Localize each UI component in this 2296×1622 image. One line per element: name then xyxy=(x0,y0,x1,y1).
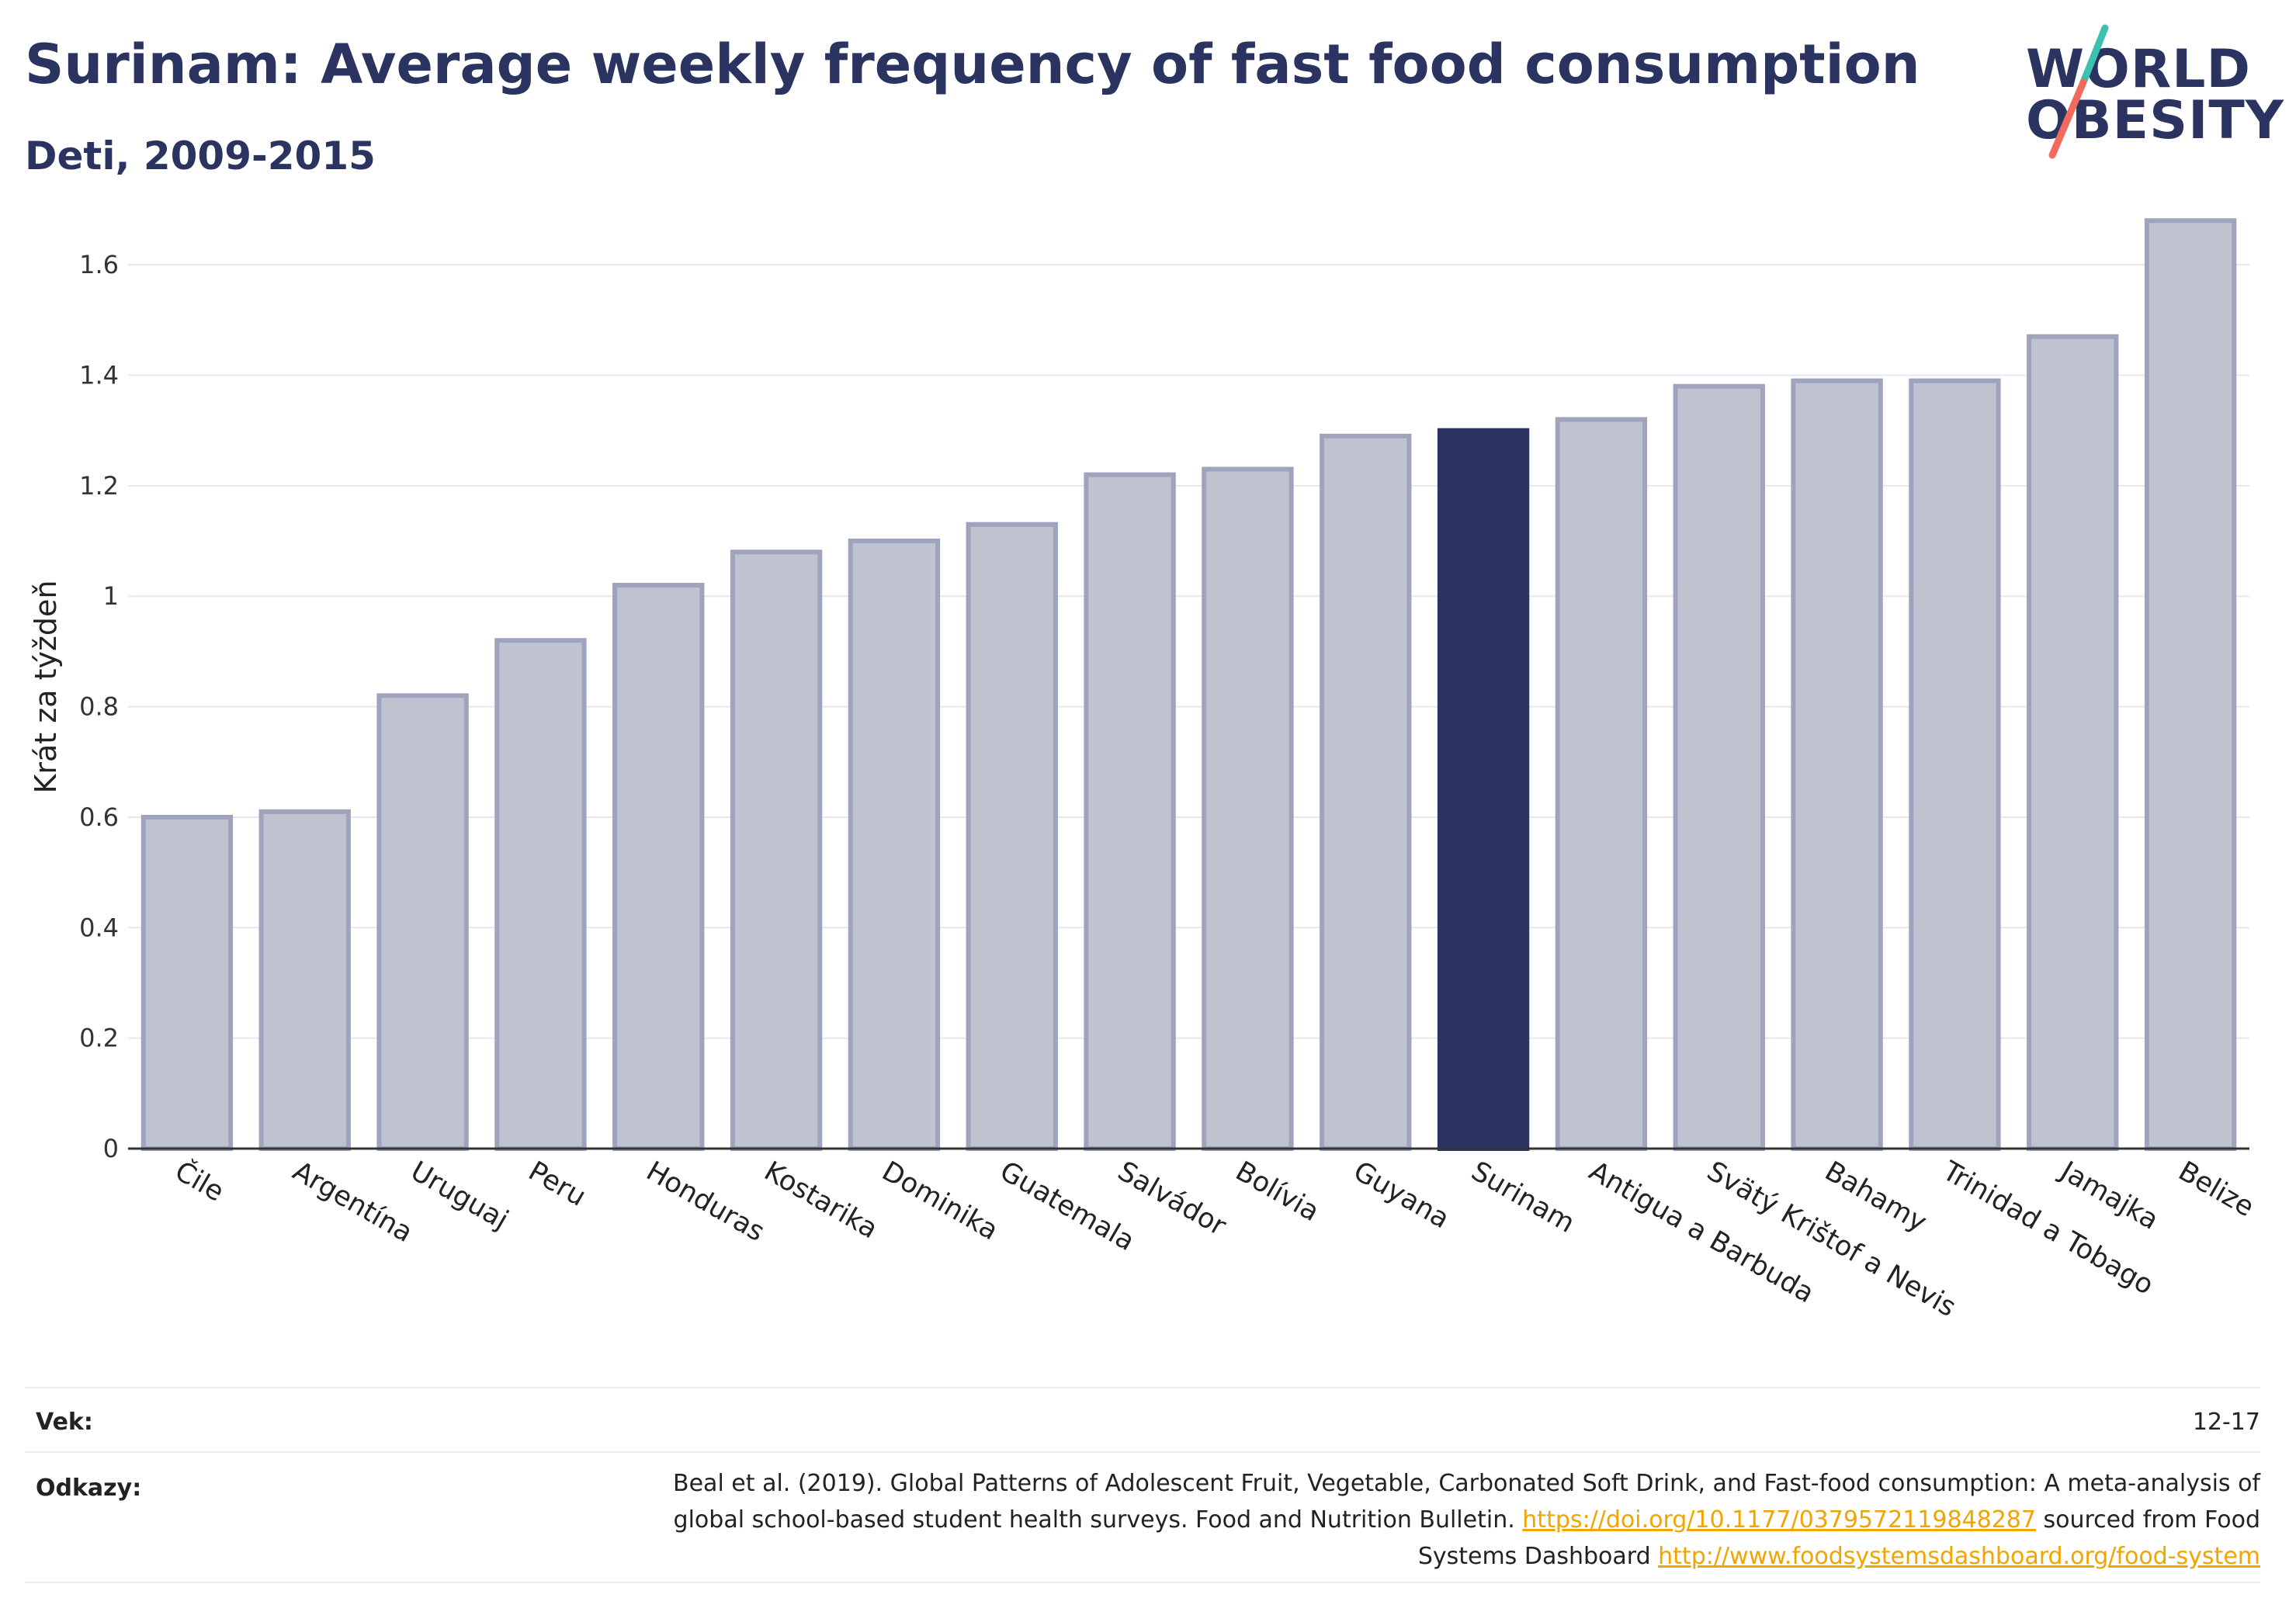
footer-divider xyxy=(25,1451,2260,1453)
bar[interactable] xyxy=(1084,472,1176,1152)
references-label: Odkazy: xyxy=(36,1475,142,1502)
bars xyxy=(140,218,2237,1152)
age-value: 12-17 xyxy=(2192,1409,2260,1436)
bar[interactable] xyxy=(376,693,469,1151)
x-tick-label: Belize xyxy=(2173,1156,2260,1223)
y-tick-label: 1.4 xyxy=(79,361,119,390)
bar[interactable] xyxy=(2144,218,2237,1151)
x-tick-label: Čile xyxy=(169,1154,230,1208)
axes: 0 0.2 0.4 0.6 0.8 1 1.2 1.4 1.6 xyxy=(79,250,2249,1163)
bar-chart: 0 0.2 0.4 0.6 0.8 1 1.2 1.4 1.6 Čile ArgentínaUru… xyxy=(29,218,2259,1323)
bar[interactable] xyxy=(730,549,823,1151)
world-obesity-logo[interactable]: WORLD OBESITY xyxy=(2018,22,2284,165)
x-tick-label: Dominika xyxy=(876,1156,1003,1246)
y-tick-label: 1.6 xyxy=(79,250,119,279)
x-tick-label: Honduras xyxy=(641,1156,770,1248)
x-tick-label: Argentína xyxy=(287,1156,418,1249)
reference-citation: Beal et al. (2019). Global Patterns of A… xyxy=(673,1470,2260,1534)
y-tick-label: 0.8 xyxy=(79,692,119,722)
bar[interactable] xyxy=(612,583,705,1151)
y-tick-label: 0.4 xyxy=(79,913,119,942)
bar[interactable] xyxy=(258,809,351,1152)
y-tick-label: 0 xyxy=(103,1134,119,1163)
x-tick-label: Kostarika xyxy=(759,1156,883,1245)
bar[interactable] xyxy=(966,522,1058,1151)
y-tick-label: 1.2 xyxy=(79,471,119,501)
y-tick-label: 0.2 xyxy=(79,1024,119,1053)
bar-highlight[interactable] xyxy=(1437,428,1530,1151)
x-tick-label: Guyana xyxy=(1348,1156,1455,1235)
bar[interactable] xyxy=(1909,378,2001,1152)
y-tick-label: 1 xyxy=(103,581,119,611)
reference-source: sourced from Food Systems Dashboard xyxy=(1417,1506,2260,1570)
logo-slash-icon xyxy=(2048,24,2109,159)
bar[interactable] xyxy=(1555,417,1648,1151)
bar[interactable] xyxy=(1202,466,1294,1151)
doi-link[interactable]: https://doi.org/10.1177/0379572119848287 xyxy=(1522,1506,2036,1534)
bar[interactable] xyxy=(2027,334,2119,1151)
footer-divider xyxy=(25,1582,2260,1583)
bar[interactable] xyxy=(1791,378,1883,1152)
bar[interactable] xyxy=(494,638,587,1151)
bar[interactable] xyxy=(1320,433,1412,1151)
grid-lines xyxy=(128,264,2249,1039)
x-tick-label: Bolívia xyxy=(1230,1156,1324,1228)
references-text: Beal et al. (2019). Global Patterns of A… xyxy=(607,1465,2260,1575)
x-tick-label: Antigua a Barbuda xyxy=(1583,1156,1819,1309)
x-tick-label: Uruguaj xyxy=(405,1156,513,1236)
chart-title: Surinam: Average weekly frequency of fas… xyxy=(25,33,1920,96)
chart-subtitle: Deti, 2009-2015 xyxy=(25,133,376,178)
bar[interactable] xyxy=(848,539,941,1151)
bar[interactable] xyxy=(1673,383,1765,1151)
x-tick-label: Trinidad a Tobago xyxy=(1937,1156,2159,1301)
y-axis-title: Krát za týždeň xyxy=(29,580,63,793)
x-tick-label: Surinam xyxy=(1466,1156,1580,1239)
x-tick-label: Peru xyxy=(523,1156,591,1213)
footer-divider xyxy=(25,1387,2260,1388)
y-tick-label: 0.6 xyxy=(79,802,119,832)
x-tick-label: Guatemala xyxy=(994,1156,1139,1257)
food-systems-dashboard-link[interactable]: http://www.foodsystemsdashboard.org/food… xyxy=(1658,1543,2260,1570)
age-label: Vek: xyxy=(36,1409,93,1436)
logo-line-world: WORLD xyxy=(2026,39,2251,100)
bar[interactable] xyxy=(140,814,234,1151)
